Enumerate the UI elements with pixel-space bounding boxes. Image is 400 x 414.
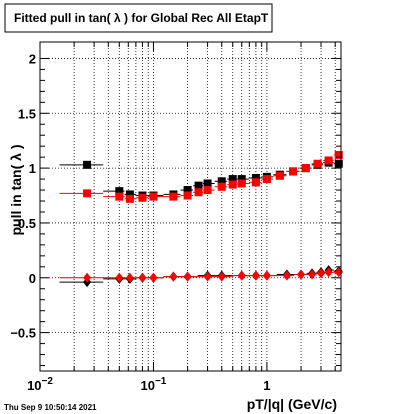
data-point-diamond — [217, 271, 226, 282]
data-point-square — [301, 164, 310, 173]
data-point-square — [125, 194, 134, 203]
data-point-square — [125, 190, 134, 199]
data-point-square — [149, 192, 158, 201]
data-point-square — [138, 193, 147, 202]
data-point-diamond — [262, 270, 271, 281]
data-point-square — [183, 191, 192, 200]
plot-frame — [39, 41, 342, 372]
data-point-square — [334, 159, 343, 168]
data-point-square — [289, 167, 298, 176]
data-point-diamond — [237, 270, 246, 281]
data-point-square — [251, 178, 260, 187]
chart-title: Fitted pull in tan( λ ) for Global Rec A… — [14, 11, 269, 25]
y-tick-label: −0.5 — [10, 326, 36, 341]
data-point-square — [169, 192, 178, 201]
y-tick-label: 1 — [29, 161, 36, 176]
data-point-square — [275, 171, 284, 180]
data-point-square — [194, 188, 203, 197]
data-point-diamond — [251, 270, 260, 281]
data-point-square — [262, 175, 271, 184]
data-point-diamond — [183, 271, 192, 282]
data-point-diamond — [324, 267, 333, 278]
data-point-square — [228, 175, 237, 184]
data-point-square — [203, 179, 212, 188]
data-point-square — [237, 175, 246, 184]
data-point-diamond — [203, 271, 212, 282]
title-box — [4, 3, 273, 33]
data-point-square — [183, 186, 192, 195]
data-point-square — [237, 179, 246, 188]
y-tick-label: 0.5 — [18, 216, 36, 231]
data-point-diamond — [169, 271, 178, 282]
data-point-square — [203, 186, 212, 195]
data-point-diamond — [282, 270, 291, 281]
grid — [40, 42, 341, 371]
data-point-square — [194, 181, 203, 190]
data-point-square — [83, 160, 92, 169]
data-point-square — [324, 156, 333, 165]
data-point-diamond — [297, 269, 306, 280]
y-tick-label: 1.5 — [18, 106, 36, 121]
timestamp: Thu Sep 9 10:50:14 2021 — [4, 403, 97, 412]
data-point-diamond — [83, 272, 92, 283]
y-tick-label: 2 — [29, 51, 36, 66]
data-point-square — [115, 187, 124, 196]
data-point-square — [83, 189, 92, 198]
data-point-square — [334, 150, 343, 159]
data-point-square — [313, 159, 322, 168]
data-point-diamond — [125, 272, 134, 283]
data-point-diamond — [308, 269, 317, 280]
axes — [39, 42, 341, 371]
data-point-square — [217, 182, 226, 191]
data-point-square — [217, 177, 226, 186]
data-point-square — [251, 173, 260, 182]
x-tick-label: 1 — [263, 378, 270, 393]
data-point-square — [115, 192, 124, 201]
x-axis-label: pT/|q| (GeV/c) — [247, 396, 337, 412]
data-point-diamond — [138, 272, 147, 283]
data-point-diamond — [317, 268, 326, 279]
y-tick-label: 0 — [29, 271, 36, 286]
data-point-diamond — [149, 272, 158, 283]
data-points — [83, 150, 343, 288]
data-point-diamond — [115, 272, 124, 283]
data-point-square — [228, 180, 237, 189]
y-axis-label: pull in tan( λ ) — [8, 145, 24, 236]
